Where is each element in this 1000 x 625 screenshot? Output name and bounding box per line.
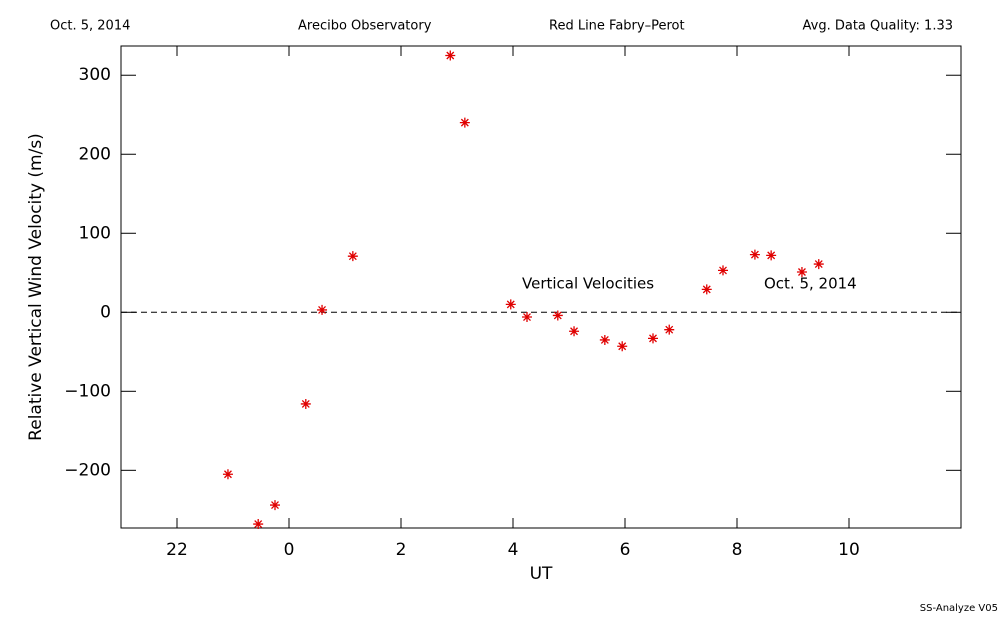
data-point (552, 310, 563, 321)
y-tick-label: 200 (79, 144, 111, 164)
data-point (317, 304, 328, 315)
header-site: Arecibo Observatory (298, 19, 432, 34)
data-point (749, 249, 760, 260)
data-point (766, 250, 777, 261)
x-tick-label: 22 (166, 540, 188, 560)
y-tick-label: 100 (79, 223, 111, 243)
x-tick-label: 0 (284, 540, 295, 560)
data-point (617, 341, 628, 352)
data-point (505, 299, 516, 310)
annotation: Oct. 5, 2014 (764, 275, 857, 293)
data-point (522, 312, 532, 323)
data-point (599, 334, 610, 345)
y-tick-label: 300 (79, 65, 111, 85)
x-tick-label: 8 (732, 540, 743, 560)
y-axis-label: Relative Vertical Wind Velocity (m/s) (26, 133, 46, 441)
data-point (664, 324, 675, 335)
data-point (222, 469, 233, 480)
data-point (347, 251, 358, 262)
x-tick-label: 10 (838, 540, 860, 560)
data-point (813, 259, 824, 270)
header-instrument: Red Line Fabry–Perot (549, 19, 685, 34)
data-point (270, 500, 280, 511)
data-point (648, 333, 658, 344)
plot-frame (120, 45, 962, 529)
y-tick-label: −100 (64, 381, 111, 401)
x-axis-label: UT (530, 564, 553, 584)
header-date: Oct. 5, 2014 (50, 19, 130, 34)
y-tick-label: −200 (64, 460, 111, 480)
annotation: Vertical Velocities (522, 275, 654, 293)
y-tick-label: 0 (100, 302, 111, 322)
data-point (701, 284, 712, 295)
data-point (445, 50, 456, 61)
header-quality: Avg. Data Quality: 1.33 (803, 19, 953, 34)
x-tick-label: 6 (620, 540, 631, 560)
data-point (253, 519, 264, 530)
data-point (300, 398, 311, 409)
x-tick-label: 2 (396, 540, 407, 560)
data-point (569, 326, 580, 337)
x-tick-label: 4 (508, 540, 519, 560)
data-point (718, 265, 728, 276)
data-point (796, 266, 807, 277)
footer: SS-Analyze V05 (920, 603, 998, 614)
data-point (459, 117, 470, 128)
